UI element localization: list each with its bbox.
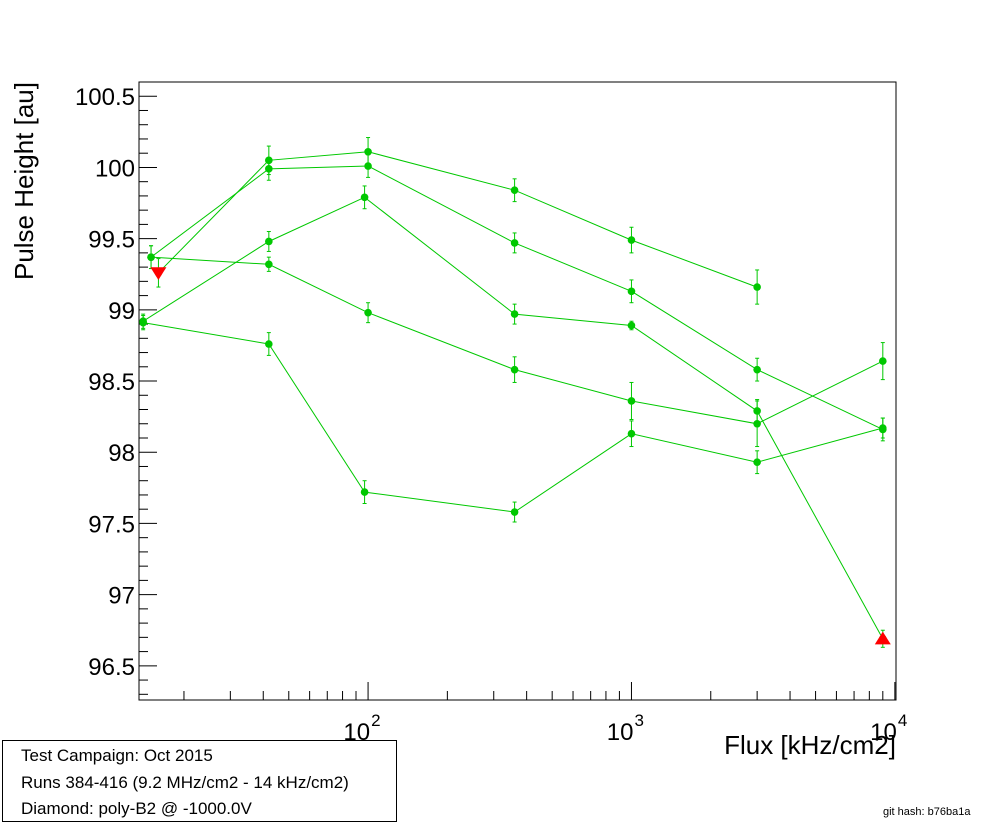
data-point (364, 147, 372, 156)
run-info-box: Test Campaign: Oct 2015 Runs 384-416 (9.… (2, 740, 397, 822)
highlight-markers (150, 267, 891, 645)
x-tick-exponent: 3 (634, 711, 643, 730)
data-point (627, 397, 636, 405)
data-point (510, 186, 519, 195)
info-runs: Runs 384-416 (9.2 MHz/cm2 - 14 kHz/cm2) (21, 773, 349, 792)
data-point (627, 321, 636, 330)
series-1 (147, 154, 887, 442)
data-point (147, 253, 155, 261)
data-point (627, 429, 636, 438)
y-tick-label: 99 (108, 298, 135, 325)
data-point (753, 283, 761, 291)
series-line (150, 165, 884, 430)
data-point (139, 317, 147, 326)
data-point (510, 365, 519, 374)
x-tick-label: 10 3 (607, 711, 644, 746)
data-point (879, 424, 887, 432)
series-3 (139, 315, 887, 523)
data-point (753, 407, 761, 415)
data-point (265, 260, 273, 269)
series-4 (139, 185, 887, 648)
y-tick-label: 98 (108, 440, 135, 467)
data-point (627, 236, 636, 244)
y-tick-label: 100.5 (75, 84, 135, 111)
data-point (265, 340, 273, 348)
plot-frame (138, 81, 897, 701)
y-tick-label: 97.5 (88, 511, 135, 538)
data-series (139, 137, 887, 648)
data-point (510, 310, 519, 318)
data-point (753, 365, 761, 374)
y-tick-label: 97 (108, 583, 135, 610)
series-line (151, 256, 884, 425)
x-tick-exponent: 2 (371, 711, 380, 730)
data-point (364, 308, 372, 317)
y-tick-label: 99.5 (88, 227, 135, 254)
series-2 (147, 245, 887, 448)
data-point (510, 239, 519, 247)
series-line (158, 151, 758, 288)
data-point (879, 357, 887, 365)
y-tick-label: 100 (95, 155, 135, 182)
x-axis-title: Flux [kHz/cm2] (724, 730, 896, 760)
data-point (360, 488, 369, 496)
series-line (143, 322, 883, 513)
x-tick-base: 10 (870, 719, 897, 746)
data-point (627, 287, 636, 296)
data-point (753, 458, 761, 466)
info-diamond: Diamond: poly-B2 @ -1000.0V (21, 799, 252, 818)
data-point (265, 237, 273, 246)
y-axis-title: Pulse Height [au] (9, 82, 39, 280)
x-tick-label: 10 4 (870, 711, 907, 746)
y-tick-label: 98.5 (88, 369, 135, 396)
x-tick-exponent: 4 (898, 711, 907, 730)
y-axis: 96.5 97 97.5 98 98.5 99 99.5 100 100.5 (75, 81, 157, 695)
data-point (360, 193, 369, 202)
triangle-down-marker (150, 267, 167, 280)
y-tick-label: 96.5 (88, 654, 135, 681)
git-hash: git hash: b76ba1a (883, 806, 971, 818)
info-campaign: Test Campaign: Oct 2015 (21, 746, 213, 765)
x-axis: 10 2 10 3 10 4 (183, 682, 907, 746)
series-5 (154, 137, 761, 305)
data-point (510, 508, 519, 516)
data-point (265, 156, 273, 165)
x-tick-base: 10 (607, 719, 634, 746)
triangle-up-marker (874, 631, 891, 645)
